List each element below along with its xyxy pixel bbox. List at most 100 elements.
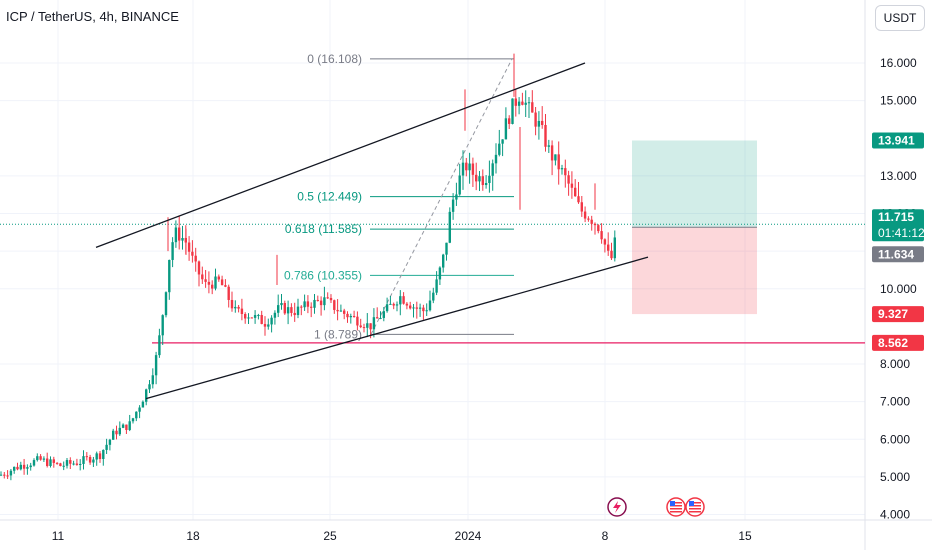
candle-body	[435, 279, 438, 293]
candle-body	[587, 218, 590, 220]
candle-body	[607, 244, 610, 251]
price-axis-badge	[872, 306, 924, 323]
candle-body	[300, 306, 303, 308]
candle-body	[181, 237, 184, 241]
time-tick-label: 15	[738, 529, 752, 543]
candle-body	[511, 98, 514, 124]
candle-body	[369, 323, 372, 330]
fib-level-label: 0.5 (12.449)	[297, 190, 362, 204]
candle-body	[448, 211, 451, 243]
candle-body	[280, 302, 283, 306]
candle-body	[438, 267, 442, 280]
chart-title: ICP / TetherUS, 4h, BINANCE	[6, 9, 179, 24]
channel-lower-trendline[interactable]	[145, 256, 649, 400]
candle-body	[141, 401, 145, 408]
fib-trend-line	[370, 58, 513, 335]
candle-body	[376, 317, 379, 319]
candle-body	[524, 102, 527, 105]
currency-unit-button[interactable]: USDT	[875, 5, 925, 31]
candle-body	[339, 310, 343, 312]
candle-body	[3, 474, 6, 476]
candle-body	[392, 303, 395, 306]
channel-upper-trendline[interactable]	[95, 62, 586, 248]
candle-body	[517, 101, 521, 106]
candle-body	[207, 281, 211, 285]
candle-body	[13, 466, 16, 471]
candle-body	[326, 297, 329, 299]
profit-zone[interactable]	[632, 140, 757, 228]
candle-body	[148, 384, 151, 390]
candle-body	[319, 300, 323, 306]
candle-body	[534, 112, 537, 127]
time-tick-label: 11	[52, 529, 65, 543]
candle-body	[138, 407, 141, 412]
candle-body	[95, 453, 98, 460]
price-axis-badge-text: 9.327	[878, 307, 908, 321]
candle-body	[62, 465, 65, 467]
price-axis-badge	[872, 334, 924, 351]
candle-body	[42, 458, 46, 460]
candle-body	[409, 305, 412, 309]
candle-body	[257, 315, 260, 317]
candle-body	[422, 307, 425, 312]
candle-body	[593, 223, 597, 226]
candle-body	[121, 424, 125, 428]
price-axis-badge-text: 13.941	[878, 133, 915, 147]
candle-body	[349, 316, 352, 318]
candle-body	[171, 242, 174, 260]
candle-body	[359, 325, 362, 328]
price-tick-label: 10.000	[880, 282, 917, 296]
candle-body	[491, 163, 494, 176]
candle-body	[79, 463, 82, 465]
price-axis-badge-text: 8.562	[878, 336, 908, 350]
candle-body	[26, 467, 29, 469]
candle-body	[217, 276, 220, 280]
candle-body	[544, 124, 547, 147]
candle-body	[6, 475, 9, 477]
us-flag-event-icon[interactable]	[666, 497, 686, 517]
candle-body	[316, 299, 319, 301]
candle-body	[613, 237, 616, 259]
candle-body	[108, 439, 112, 445]
candle-body	[240, 308, 244, 315]
candle-body	[412, 307, 415, 309]
candle-body	[214, 276, 217, 289]
candle-body	[290, 307, 293, 313]
price-tick-label: 13.000	[880, 169, 917, 183]
candle-body	[504, 118, 508, 140]
candle-body	[247, 317, 250, 319]
candle-body	[323, 297, 326, 306]
price-axis-badge	[872, 209, 924, 242]
candle-body	[283, 302, 286, 314]
candle-body	[267, 324, 270, 327]
us-flag-event-icon[interactable]	[685, 497, 705, 517]
candle-body	[570, 183, 574, 188]
candle-body	[0, 474, 3, 476]
candle-body	[395, 304, 399, 306]
candle-body	[580, 202, 583, 212]
candle-body	[197, 261, 201, 275]
candle-body	[227, 286, 230, 300]
price-axis-badge-text: 11.715	[878, 210, 914, 224]
candle-body	[389, 303, 392, 305]
candle-body	[603, 239, 607, 245]
candle-body	[527, 102, 531, 104]
candle-body	[465, 162, 468, 171]
candle-body	[445, 242, 448, 255]
loss-zone[interactable]	[632, 227, 757, 315]
price-tick-label: 7.000	[880, 395, 910, 409]
candle-body	[554, 154, 557, 161]
candle-body	[313, 299, 316, 308]
candle-body	[224, 285, 227, 287]
candle-body	[263, 323, 267, 327]
candle-body	[168, 259, 171, 293]
candle-body	[428, 300, 432, 311]
candle-body	[547, 145, 550, 147]
candle-body	[366, 323, 369, 328]
candle-body	[600, 231, 603, 240]
candle-body	[329, 297, 333, 301]
price-tick-label: 5.000	[880, 470, 910, 484]
candle-body	[451, 199, 455, 212]
candle-body	[415, 307, 418, 309]
